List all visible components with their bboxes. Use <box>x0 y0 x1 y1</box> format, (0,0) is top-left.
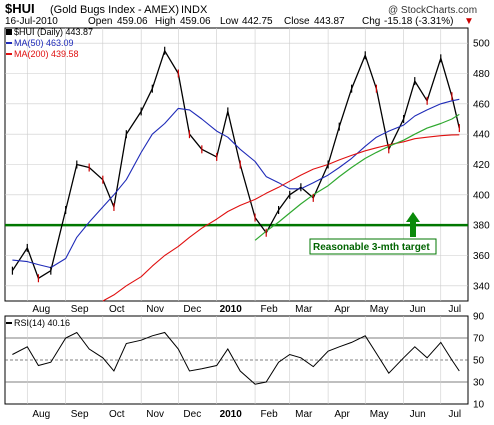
rsi-y-tick-90: 90 <box>473 312 485 323</box>
x-tick-top-oct: Oct <box>109 304 125 315</box>
x-tick-top-apr: Apr <box>334 304 350 315</box>
x-tick-top-mar: Mar <box>295 304 313 315</box>
x-axis-top: Aug Sep Oct Nov Dec 2010 Feb Mar Apr May Jun Jul <box>32 304 461 315</box>
x-tick-top-dec: Dec <box>183 304 201 315</box>
legend-ma50: MA(50) 463.09 <box>14 38 74 48</box>
legend-swatch-price <box>6 29 12 35</box>
chg-label: Chg <box>362 16 380 27</box>
x-tick-top-feb: Feb <box>260 304 278 315</box>
x-tick-top-sep: Sep <box>71 304 89 315</box>
price-series-layer <box>5 46 468 302</box>
price-y-tick-460: 460 <box>473 99 490 110</box>
rsi-y-tick-30: 30 <box>473 378 485 389</box>
x-tick-bottom-dec: Dec <box>183 409 201 420</box>
x-tick-bottom-aug: Aug <box>32 409 50 420</box>
high-label: High <box>155 16 176 27</box>
symbol-label: $HUI <box>5 1 35 16</box>
open-label: Open <box>88 16 112 27</box>
open-value: 459.06 <box>117 16 148 27</box>
price-legend: $HUI (Daily) 443.87 MA(50) 463.09 MA(200… <box>6 27 93 59</box>
price-y-tick-400: 400 <box>473 190 490 201</box>
legend-ma200: MA(200) 439.58 <box>14 49 79 59</box>
price-y-tick-500: 500 <box>473 39 490 50</box>
rsi-y-axis: 90 70 50 30 10 <box>473 312 485 411</box>
rsi-series-layer <box>12 331 460 385</box>
chg-down-icon: ▼ <box>464 16 474 27</box>
high-value: 459.06 <box>180 16 211 27</box>
target-label: Reasonable 3-mth target <box>313 242 430 253</box>
x-tick-bottom-nov: Nov <box>146 409 164 420</box>
quote-date: 16-Jul-2010 <box>5 16 58 27</box>
price-y-tick-420: 420 <box>473 160 490 171</box>
target-label-box <box>309 238 437 255</box>
x-tick-bottom-oct: Oct <box>109 409 125 420</box>
x-tick-bottom-sep: Sep <box>71 409 89 420</box>
x-tick-bottom-feb: Feb <box>260 409 278 420</box>
low-label: Low <box>220 16 239 27</box>
x-tick-bottom-mar: Mar <box>295 409 313 420</box>
rsi-line <box>12 331 460 385</box>
x-tick-bottom-2010: 2010 <box>220 409 243 420</box>
price-y-axis: 500 480 460 440 420 400 380 360 340 <box>473 39 490 293</box>
price-y-tick-360: 360 <box>473 251 490 262</box>
low-value: 442.75 <box>242 16 273 27</box>
ma200-line <box>102 134 460 302</box>
price-y-tick-480: 480 <box>473 69 490 80</box>
price-y-tick-380: 380 <box>473 221 490 232</box>
x-tick-top-aug: Aug <box>32 304 50 315</box>
close-value: 443.87 <box>314 16 345 27</box>
x-tick-top-may: May <box>370 304 389 315</box>
legend-price: $HUI (Daily) 443.87 <box>14 27 93 37</box>
uptrend-line <box>254 113 460 241</box>
x-tick-top-nov: Nov <box>146 304 164 315</box>
x-tick-bottom-jun: Jun <box>410 409 426 420</box>
target-annotation: Reasonable 3-mth target <box>309 212 437 255</box>
rsi-legend: RSI(14) 40.16 <box>14 318 70 328</box>
rsi-y-tick-50: 50 <box>473 356 485 367</box>
exchange-label: INDX <box>181 4 208 16</box>
x-tick-bottom-may: May <box>370 409 389 420</box>
rsi-y-tick-70: 70 <box>473 334 485 345</box>
rsi-grid <box>5 316 468 404</box>
x-tick-bottom-apr: Apr <box>334 409 350 420</box>
ma50-line <box>12 98 460 269</box>
close-label: Close <box>284 16 310 27</box>
x-tick-top-jun: Jun <box>410 304 426 315</box>
target-arrow-icon <box>406 212 420 237</box>
index-name: (Gold Bugs Index - AMEX) <box>50 4 179 16</box>
rsi-y-tick-10: 10 <box>473 400 485 411</box>
x-tick-top-jul: Jul <box>448 304 461 315</box>
chg-value: -15.18 (-3.31%) <box>384 16 453 27</box>
x-tick-bottom-jul: Jul <box>448 409 461 420</box>
watermark: @ StockCharts.com <box>388 5 477 16</box>
price-y-tick-440: 440 <box>473 130 490 141</box>
price-y-tick-340: 340 <box>473 281 490 292</box>
x-axis-bottom: Aug Sep Oct Nov Dec 2010 Feb Mar Apr May Jun Jul <box>32 409 461 420</box>
x-tick-top-2010: 2010 <box>220 304 243 315</box>
